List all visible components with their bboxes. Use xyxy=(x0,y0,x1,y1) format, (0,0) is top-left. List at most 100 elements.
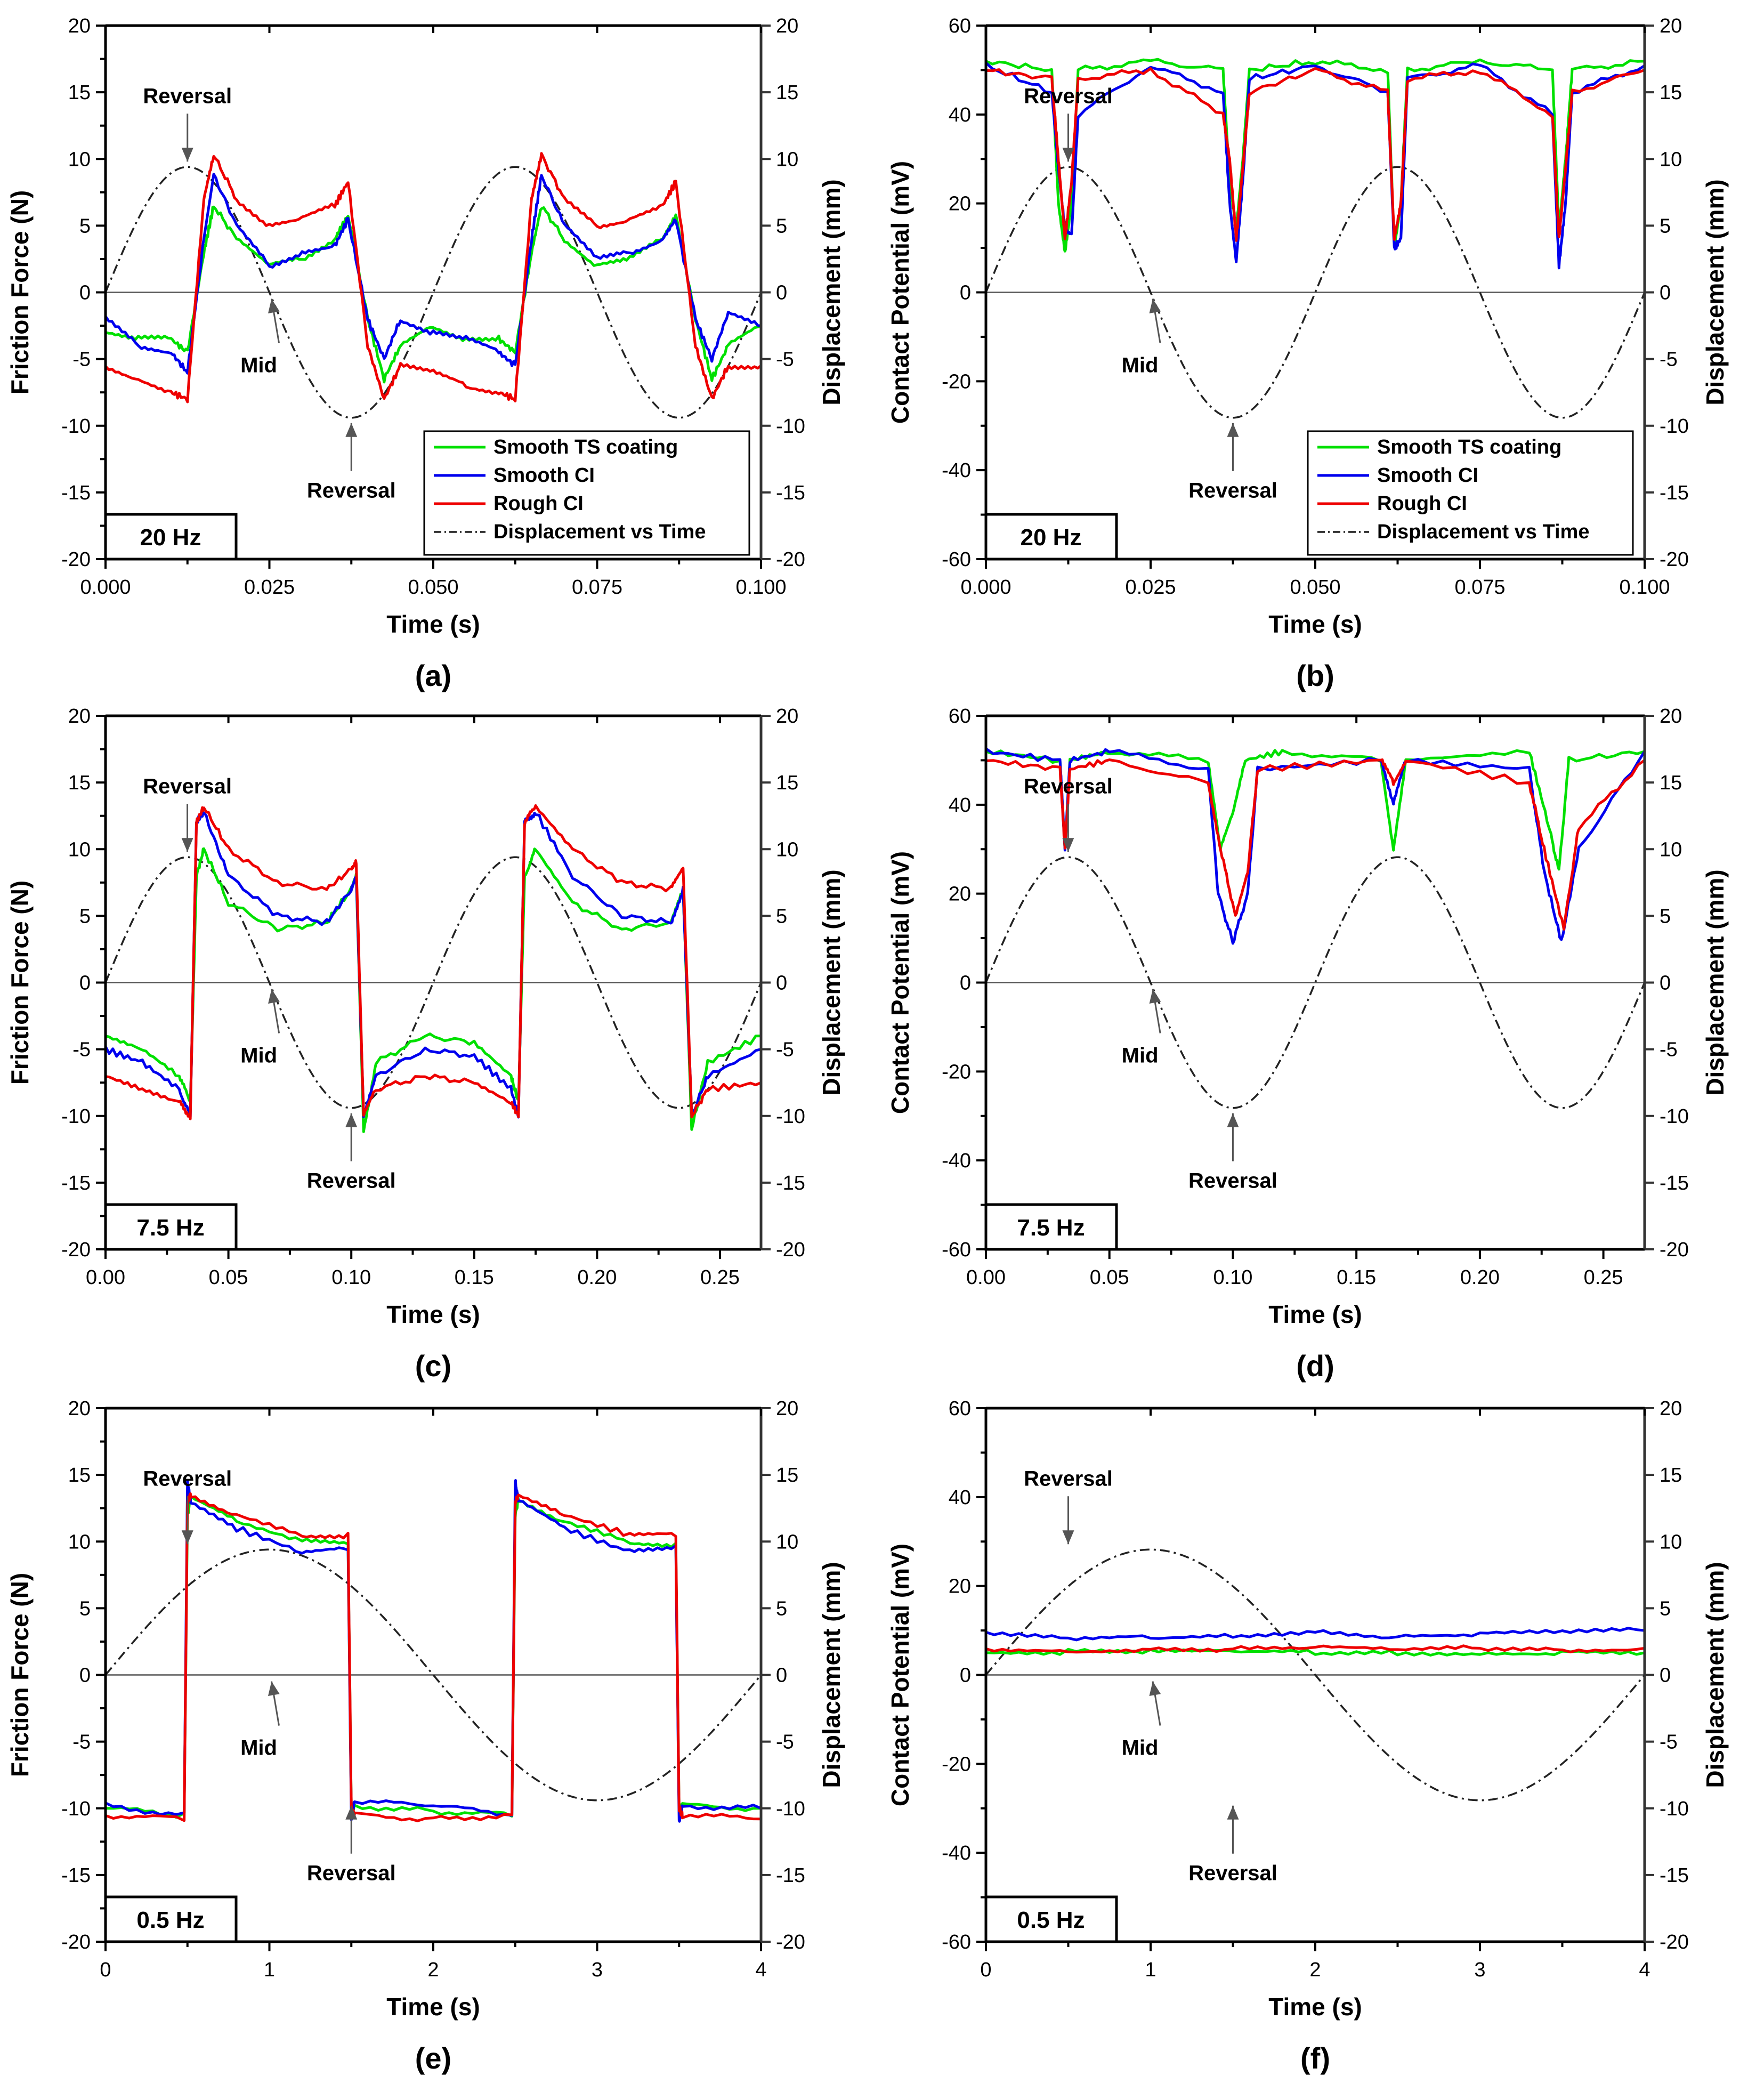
panel-label: (c) xyxy=(415,1349,451,1383)
y-tick-label: -20 xyxy=(61,1239,91,1261)
x-tick-label: 0.050 xyxy=(408,576,458,599)
y-tick-label: -20 xyxy=(942,1753,971,1775)
y-tick-label: 5 xyxy=(79,905,91,927)
panel-label: (e) xyxy=(415,2041,451,2075)
x-tick-label: 0.050 xyxy=(1290,576,1340,599)
x-tick-label: 4 xyxy=(1639,1959,1650,1981)
y-tick-label: -10 xyxy=(61,1798,91,1820)
y2-tick-label: 10 xyxy=(1660,1531,1682,1553)
y-tick-label: 0 xyxy=(960,1665,971,1687)
y-tick-label: 20 xyxy=(68,15,91,37)
x-tick-label: 0 xyxy=(980,1959,991,1981)
series-line-smooth-ts-coating xyxy=(106,1495,761,1819)
x-tick-label: 1 xyxy=(264,1959,275,1981)
frequency-label: 7.5 Hz xyxy=(1017,1215,1085,1241)
y2-tick-label: 10 xyxy=(776,1531,798,1553)
y2-tick-label: -5 xyxy=(1660,1039,1678,1061)
y2-tick-label: -15 xyxy=(1660,1864,1689,1887)
x-tick-label: 0.025 xyxy=(1125,576,1176,599)
panel-label: (a) xyxy=(415,659,451,692)
chart-panel-1: 0.000 0.025 0.050 0.075 0.100 -20 -15 -10 -5 0 5 10… xyxy=(6,15,845,692)
y2-tick-label: 10 xyxy=(1660,838,1682,861)
y-tick-label: -5 xyxy=(72,1039,91,1061)
x-tick-label: 0.25 xyxy=(1584,1266,1623,1289)
y2-tick-label: 0 xyxy=(776,972,787,995)
y2-tick-label: 20 xyxy=(776,15,798,37)
annotation-label: Reversal xyxy=(307,1169,396,1193)
frequency-box xyxy=(104,1895,238,1943)
y2-tick-label: 10 xyxy=(776,838,798,861)
y-tick-label: -60 xyxy=(942,1931,971,1953)
annotation-label: Reversal xyxy=(1024,774,1113,798)
y-tick-label: -40 xyxy=(942,1150,971,1172)
y2-tick-label: -20 xyxy=(1660,1239,1689,1261)
x-tick-label: 0.075 xyxy=(572,576,622,599)
y-tick-label: 15 xyxy=(68,772,91,794)
x-tick-label: 0 xyxy=(100,1959,111,1981)
frequency-label: 0.5 Hz xyxy=(1017,1907,1085,1933)
chart-panel-2: 0.000 0.025 0.050 0.075 0.100 -60 -40 -20 0 20 40 6… xyxy=(886,15,1729,692)
y-tick-label: -15 xyxy=(61,482,91,504)
annotation-arrowhead xyxy=(1227,423,1239,437)
y2-tick-label: 5 xyxy=(1660,1597,1671,1620)
x-tick-label: 0.20 xyxy=(1460,1266,1500,1289)
y-tick-label: 40 xyxy=(949,794,971,817)
y2-tick-label: -15 xyxy=(776,482,805,504)
annotation-arrowhead xyxy=(1149,989,1161,1004)
x-axis-title: Time (s) xyxy=(386,610,480,638)
legend-label: Rough CI xyxy=(1377,492,1467,515)
y-tick-label: -20 xyxy=(61,548,91,571)
annotation-label: Mid xyxy=(1122,1044,1159,1068)
displacement-curve xyxy=(106,1548,761,1802)
annotation-arrowhead xyxy=(345,1113,358,1127)
y-tick-label: 20 xyxy=(68,1398,91,1420)
frequency-label: 20 Hz xyxy=(140,524,201,551)
y2-tick-label: 20 xyxy=(776,1398,798,1420)
x-axis-title: Time (s) xyxy=(1268,610,1362,638)
x-tick-label: 0.000 xyxy=(80,576,131,599)
panel-label: (d) xyxy=(1296,1349,1334,1383)
y2-axis-title: Displacement (mm) xyxy=(1701,179,1729,405)
frequency-box xyxy=(104,513,238,561)
y-tick-label: -15 xyxy=(61,1864,91,1887)
frequency-label: 7.5 Hz xyxy=(136,1215,204,1241)
y-tick-label: -15 xyxy=(61,1172,91,1194)
x-tick-label: 3 xyxy=(1474,1959,1485,1981)
y2-tick-label: -5 xyxy=(776,1731,794,1754)
y2-axis-title: Displacement (mm) xyxy=(818,1562,845,1788)
annotation-label: Reversal xyxy=(1024,84,1113,108)
y2-tick-label: -20 xyxy=(776,1239,805,1261)
displacement-curve xyxy=(986,1548,1645,1802)
y-tick-label: -60 xyxy=(942,548,971,571)
annotation-label: Mid xyxy=(1122,354,1159,377)
series-line-rough-ci xyxy=(986,1644,1645,1654)
annotation-arrowhead xyxy=(1062,1530,1074,1545)
y-axis-title: Friction Force (N) xyxy=(6,1573,34,1777)
y2-tick-label: -10 xyxy=(1660,1798,1689,1820)
y2-tick-label: 5 xyxy=(776,215,787,237)
y2-tick-label: 20 xyxy=(776,705,798,728)
y-tick-label: 40 xyxy=(949,104,971,126)
annotation-label: Reversal xyxy=(307,1862,396,1885)
x-tick-label: 0.10 xyxy=(1213,1266,1252,1289)
y-axis-title: Friction Force (N) xyxy=(6,881,34,1085)
chart-panel-3: 0.00 0.05 0.10 0.15 0.20 0.25 -20 -15 -10 -5 0 5 10 1… xyxy=(6,705,845,1383)
x-tick-label: 2 xyxy=(427,1959,439,1981)
displacement-curve xyxy=(106,166,761,419)
y-tick-label: 20 xyxy=(68,705,91,728)
series-line-rough-ci xyxy=(986,67,1645,242)
annotation-arrowhead xyxy=(1149,1681,1161,1696)
y-tick-label: 0 xyxy=(960,972,971,995)
y2-tick-label: -15 xyxy=(1660,1172,1689,1194)
y-tick-label: -10 xyxy=(61,1105,91,1128)
y-tick-label: 20 xyxy=(949,883,971,906)
x-tick-label: 0.25 xyxy=(700,1266,740,1289)
y2-axis-title: Displacement (mm) xyxy=(818,179,845,405)
y2-tick-label: 15 xyxy=(1660,772,1682,794)
y2-tick-label: -20 xyxy=(776,1931,805,1953)
legend-label: Smooth CI xyxy=(493,464,595,487)
frequency-box xyxy=(984,513,1118,561)
frequency-box xyxy=(984,1895,1118,1943)
x-tick-label: 0.10 xyxy=(331,1266,371,1289)
y-axis-title: Contact Potential (mV) xyxy=(886,161,914,424)
